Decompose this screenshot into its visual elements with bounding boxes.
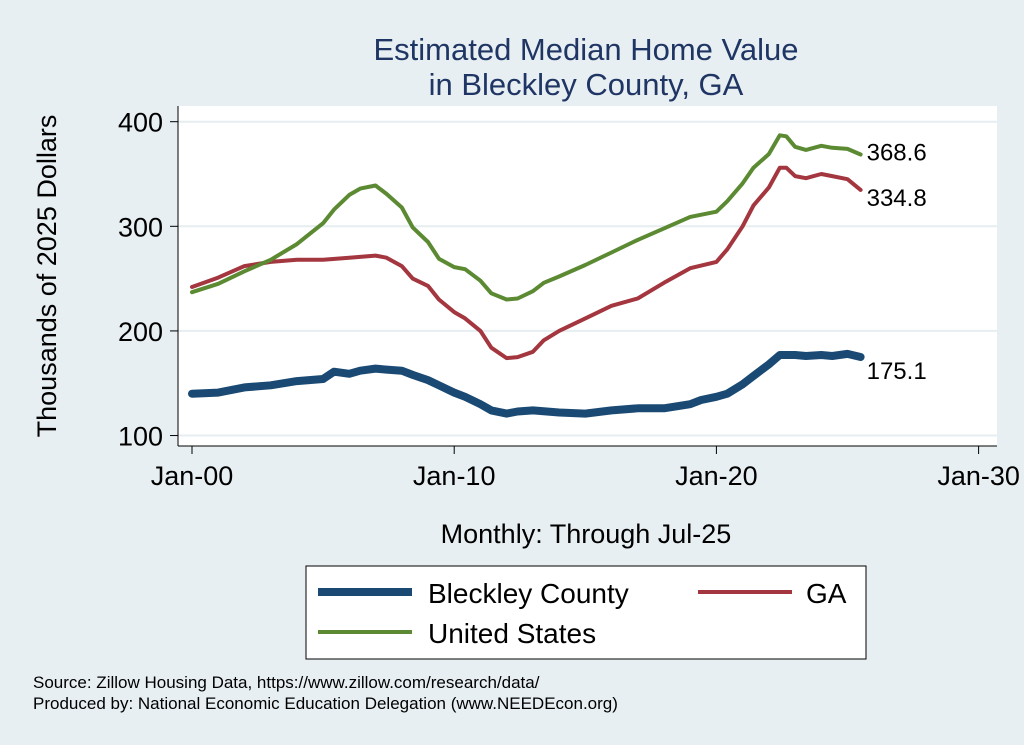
- series-line-ga: [190, 165, 863, 361]
- legend-box: [305, 565, 867, 660]
- chart-title-line-1: Estimated Median Home Value: [373, 32, 798, 67]
- x-tick-label-0: Jan-00: [151, 461, 234, 491]
- x-tick-label-2: Jan-20: [675, 461, 758, 491]
- x-tick-label-1: Jan-10: [413, 461, 496, 491]
- end-labels-layer: 175.1 334.8 368.6: [867, 140, 927, 385]
- y-tick-label-100: 100: [118, 422, 163, 452]
- y-tick-label-200: 200: [118, 317, 163, 347]
- grid-layer: [178, 120, 997, 437]
- end-label-us: 368.6: [867, 140, 927, 167]
- y-axis-title: Thousands of 2025 Dollars: [32, 115, 62, 438]
- chart-title-line-2: in Bleckley County, GA: [429, 67, 744, 102]
- plot-area: [178, 106, 997, 446]
- y-tick-label-400: 400: [118, 108, 163, 138]
- produced-by-note: Produced by: National Economic Education…: [33, 694, 618, 713]
- axes-layer: [177, 106, 997, 447]
- x-axis-title: Monthly: Through Jul-25: [441, 519, 732, 549]
- series-line-us: [190, 133, 863, 302]
- series-line-bleckley: [188, 349, 865, 418]
- legend: Bleckley County GA United States: [305, 565, 867, 660]
- end-label-bleckley: 175.1: [867, 358, 927, 385]
- y-tick-label-300: 300: [118, 212, 163, 242]
- x-tick-label-3: Jan-30: [937, 461, 1020, 491]
- ticks-layer: 100 200 300 400 Jan-00 Jan-10 Jan-20 Jan-30: [118, 108, 1020, 491]
- series-layer: [188, 133, 865, 418]
- legend-label-us: United States: [428, 618, 596, 649]
- source-note: Source: Zillow Housing Data, https://www…: [33, 673, 540, 692]
- end-label-ga: 334.8: [867, 185, 927, 212]
- legend-label-ga: GA: [806, 578, 847, 609]
- legend-label-bleckley: Bleckley County: [428, 578, 629, 609]
